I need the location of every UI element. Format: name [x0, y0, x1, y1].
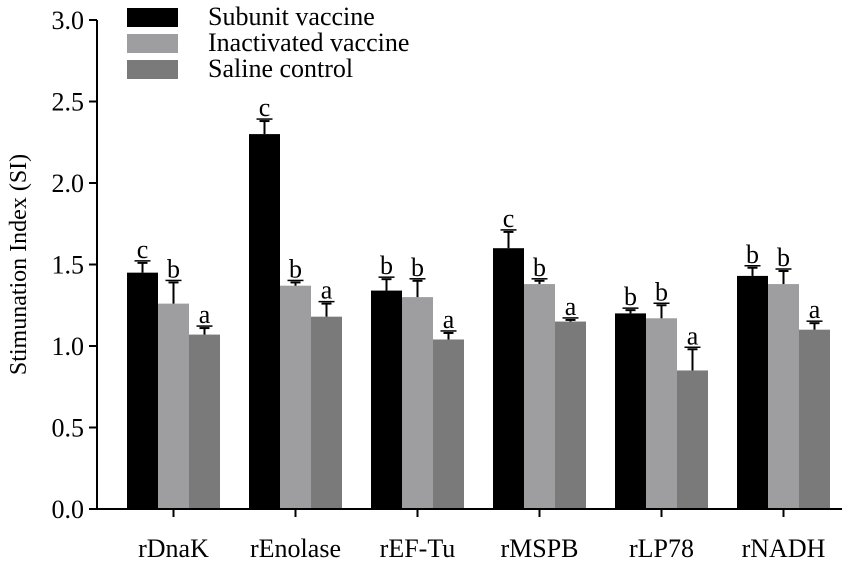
bar [493, 248, 524, 509]
significance-letter: a [565, 292, 577, 321]
significance-letter: c [503, 204, 515, 233]
bars-layer [127, 120, 830, 509]
significance-letter: a [687, 321, 699, 350]
x-tick-label: rNADH [742, 534, 826, 563]
y-tick-label: 2.5 [52, 88, 85, 117]
bar [555, 321, 586, 509]
legend-swatch [127, 8, 178, 27]
significance-letter: a [809, 295, 821, 324]
bar [615, 313, 646, 509]
significance-letter: b [655, 277, 668, 306]
significance-letter: c [259, 93, 271, 122]
y-axis-title: Stimunation Index (SI) [6, 154, 32, 375]
y-tick-label: 2.0 [52, 169, 85, 198]
legend-swatch [127, 34, 178, 53]
y-tick-label: 0.0 [52, 495, 85, 524]
significance-letter: a [199, 300, 211, 329]
x-tick-label: rMSPB [500, 534, 578, 563]
significance-letter: b [777, 243, 790, 272]
x-tick-label: rDnaK [138, 534, 209, 563]
significance-letter: a [443, 305, 455, 334]
bar [280, 285, 311, 509]
bar [189, 334, 220, 509]
bar [158, 303, 189, 509]
bar [311, 316, 342, 509]
y-tick-label: 3.0 [52, 6, 85, 35]
significance-letter: b [533, 253, 546, 282]
bar [768, 284, 799, 509]
bar [646, 318, 677, 509]
bar [433, 339, 464, 509]
bar [524, 284, 555, 509]
axes-layer: 0.0 0.5 1.0 1.5 2.0 2.5 3.0 rDnaK rEnolase rEF-Tu… [52, 6, 842, 563]
significance-letter: b [289, 254, 302, 283]
significance-letter: b [624, 282, 637, 311]
significance-letter: b [746, 240, 759, 269]
bar [799, 329, 830, 509]
bar [127, 272, 158, 509]
bar [402, 297, 433, 509]
significance-letter: c [137, 235, 149, 264]
x-tick-label: rLP78 [629, 534, 694, 563]
legend-label: Inactivated vaccine [208, 28, 409, 57]
y-tick-label: 0.5 [52, 414, 85, 443]
x-tick-label: rEnolase [250, 534, 341, 563]
significance-letter: b [167, 254, 180, 283]
legend-label: Saline control [208, 54, 353, 83]
significance-letter: b [411, 253, 424, 282]
bar [371, 290, 402, 509]
y-tick-label: 1.5 [52, 251, 85, 280]
legend-swatch [127, 60, 178, 79]
significance-letter: a [321, 276, 333, 305]
significance-letter: b [380, 251, 393, 280]
legend-label: Subunit vaccine [208, 2, 375, 31]
bar [737, 275, 768, 509]
x-tick-label: rEF-Tu [380, 534, 456, 563]
bar [677, 370, 708, 509]
bar [249, 134, 280, 509]
y-tick-label: 1.0 [52, 332, 85, 361]
